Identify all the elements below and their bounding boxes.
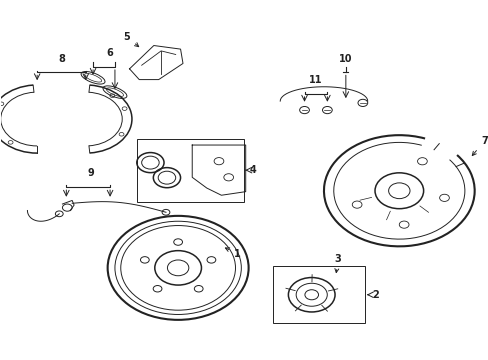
Text: 2: 2 [372, 290, 379, 300]
Text: 11: 11 [308, 75, 322, 85]
Bar [272, 266, 365, 323]
Text: 8: 8 [58, 54, 65, 64]
Bar [137, 139, 243, 202]
Text: 5: 5 [123, 32, 139, 47]
Text: 9: 9 [87, 168, 94, 179]
Text: 3: 3 [334, 254, 341, 273]
Text: 6: 6 [106, 48, 113, 58]
Text: 7: 7 [471, 136, 487, 156]
Text: 1: 1 [225, 248, 240, 258]
Text: 10: 10 [338, 54, 352, 64]
Text: 4: 4 [249, 165, 256, 175]
